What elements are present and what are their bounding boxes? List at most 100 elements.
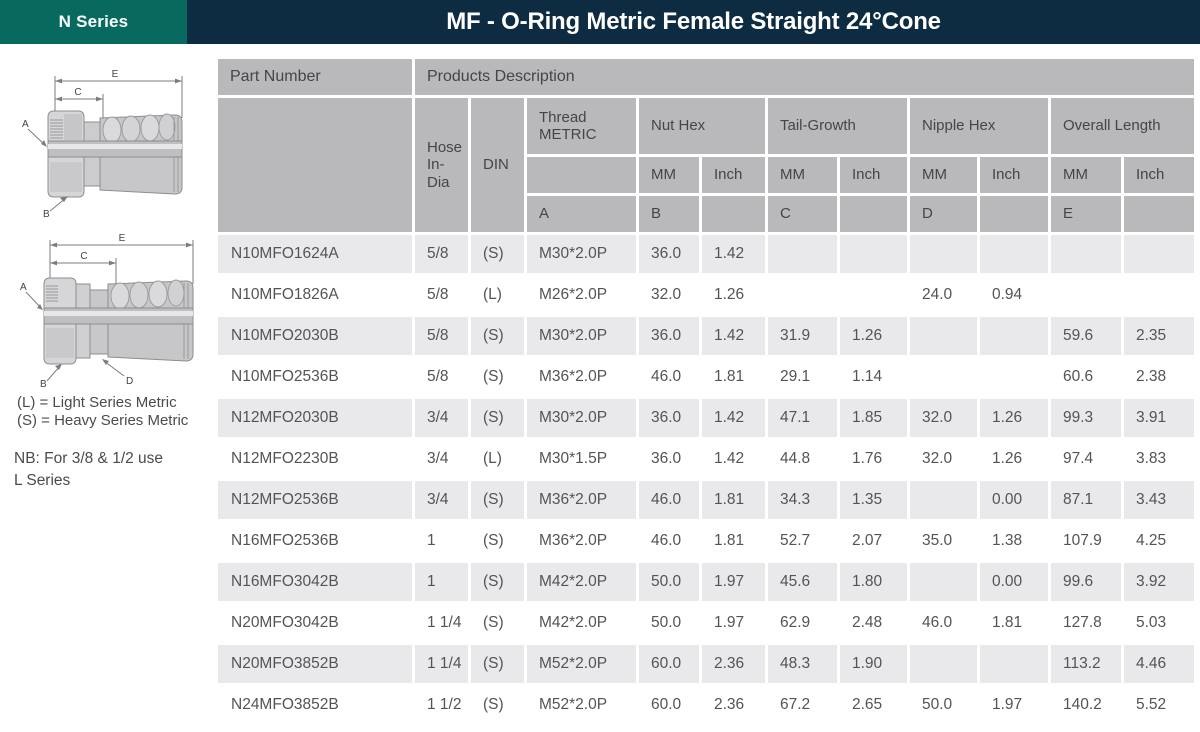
data-cell: M26*2.0P bbox=[527, 276, 636, 314]
data-cell: 99.6 bbox=[1051, 563, 1121, 601]
data-cell: 107.9 bbox=[1051, 522, 1121, 560]
data-cell: 46.0 bbox=[639, 522, 699, 560]
data-cell: 1.90 bbox=[840, 645, 907, 683]
data-cell: 3.83 bbox=[1124, 440, 1195, 478]
data-cell: 1.81 bbox=[702, 522, 765, 560]
title-bar: MF - O-Ring Metric Female Straight 24°Co… bbox=[187, 0, 1200, 44]
data-cell: 24.0 bbox=[910, 276, 977, 314]
data-cell bbox=[840, 276, 907, 314]
data-cell: 1.85 bbox=[840, 399, 907, 437]
data-cell: 1.26 bbox=[702, 276, 765, 314]
data-cell: (S) bbox=[471, 399, 524, 437]
part-number-cell: N10MFO1624A bbox=[218, 235, 412, 273]
data-cell: 36.0 bbox=[639, 399, 699, 437]
table-row: N20MFO3852B 1 1/4 (S) M52*2.0P 60.0 2.36 48.3 1… bbox=[218, 645, 1195, 683]
data-cell: M36*2.0P bbox=[527, 358, 636, 396]
group-header-overall-length: Overall Length bbox=[1051, 98, 1195, 154]
data-cell: (S) bbox=[471, 317, 524, 355]
nb-note-line1: NB: For 3/8 & 1/2 use bbox=[14, 450, 164, 467]
table-row: N10MFO1826A 5/8 (L) M26*2.0P 32.0 1.26 24.0 0.9… bbox=[218, 276, 1195, 314]
data-cell: 2.65 bbox=[840, 686, 907, 724]
data-cell: (S) bbox=[471, 604, 524, 642]
unit-header-mm: MM bbox=[639, 157, 699, 193]
data-cell: 1.76 bbox=[840, 440, 907, 478]
table-row: N12MFO2536B 3/4 (S) M36*2.0P 46.0 1.81 34.3 1.3… bbox=[218, 481, 1195, 519]
data-cell: 1 1/4 bbox=[415, 604, 468, 642]
data-cell: 31.9 bbox=[768, 317, 837, 355]
data-cell: 0.00 bbox=[980, 481, 1048, 519]
data-cell: M42*2.0P bbox=[527, 604, 636, 642]
table-row: N10MFO2536B 5/8 (S) M36*2.0P 46.0 1.81 29.1 1.1… bbox=[218, 358, 1195, 396]
unit-header-mm: MM bbox=[1051, 157, 1121, 193]
data-cell: 36.0 bbox=[639, 440, 699, 478]
data-cell bbox=[910, 563, 977, 601]
unit-header-inch: Inch bbox=[702, 157, 765, 193]
data-cell: 3.92 bbox=[1124, 563, 1195, 601]
data-cell: 127.8 bbox=[1051, 604, 1121, 642]
dim-label-e: E bbox=[119, 233, 126, 244]
data-cell: (S) bbox=[471, 358, 524, 396]
data-cell bbox=[910, 645, 977, 683]
dim-label-e: E bbox=[112, 69, 119, 80]
data-cell: M30*2.0P bbox=[527, 399, 636, 437]
col-header-part-number: Part Number bbox=[218, 59, 412, 95]
part-number-cell: N10MFO1826A bbox=[218, 276, 412, 314]
data-cell: 5/8 bbox=[415, 358, 468, 396]
nb-note: NB: For 3/8 & 1/2 use L Series bbox=[14, 448, 214, 492]
data-cell: 140.2 bbox=[1051, 686, 1121, 724]
data-cell: 32.0 bbox=[910, 440, 977, 478]
data-cell: 1 bbox=[415, 522, 468, 560]
data-cell: 2.48 bbox=[840, 604, 907, 642]
data-cell: 2.36 bbox=[702, 686, 765, 724]
data-cell: 2.07 bbox=[840, 522, 907, 560]
data-cell bbox=[910, 481, 977, 519]
data-cell: 1.81 bbox=[702, 481, 765, 519]
data-cell: M42*2.0P bbox=[527, 563, 636, 601]
data-cell bbox=[910, 235, 977, 273]
data-cell bbox=[980, 317, 1048, 355]
data-cell bbox=[840, 235, 907, 273]
header-spacer-cell bbox=[218, 98, 412, 232]
data-cell: (S) bbox=[471, 235, 524, 273]
table-row: N12MFO2230B 3/4 (L) M30*1.5P 36.0 1.42 44.8 1.7… bbox=[218, 440, 1195, 478]
data-cell: 1.38 bbox=[980, 522, 1048, 560]
data-cell: 47.1 bbox=[768, 399, 837, 437]
dim-label-a: A bbox=[20, 282, 27, 293]
letter-header-d: D bbox=[910, 196, 977, 232]
table-row: N10MFO2030B 5/8 (S) M30*2.0P 36.0 1.42 31.9 1.2… bbox=[218, 317, 1195, 355]
data-cell bbox=[980, 645, 1048, 683]
table-row: N12MFO2030B 3/4 (S) M30*2.0P 36.0 1.42 47.1 1.8… bbox=[218, 399, 1195, 437]
data-cell: 45.6 bbox=[768, 563, 837, 601]
data-cell: 4.25 bbox=[1124, 522, 1195, 560]
data-cell: 50.0 bbox=[639, 604, 699, 642]
sidebar: E C A bbox=[0, 44, 215, 732]
data-cell: 5/8 bbox=[415, 317, 468, 355]
data-cell: 34.3 bbox=[768, 481, 837, 519]
data-cell: 99.3 bbox=[1051, 399, 1121, 437]
header-row-groups: Hose In-Dia DIN Thread METRIC Nut Hex Ta… bbox=[218, 98, 1195, 232]
data-cell bbox=[910, 358, 977, 396]
data-cell: (S) bbox=[471, 563, 524, 601]
data-cell bbox=[1124, 276, 1195, 314]
data-cell: 36.0 bbox=[639, 235, 699, 273]
data-cell: 46.0 bbox=[910, 604, 977, 642]
dim-label-c: C bbox=[80, 251, 87, 262]
data-cell: 1.35 bbox=[840, 481, 907, 519]
fitting-diagram-straight2-icon: E C A bbox=[20, 233, 194, 390]
data-cell: (S) bbox=[471, 522, 524, 560]
data-cell: 97.4 bbox=[1051, 440, 1121, 478]
data-cell: 35.0 bbox=[910, 522, 977, 560]
data-cell: (L) bbox=[471, 276, 524, 314]
col-header-thread-metric: Thread METRIC bbox=[527, 98, 636, 154]
data-cell: 1.97 bbox=[702, 604, 765, 642]
dim-label-a: A bbox=[22, 119, 29, 130]
unit-header-mm: MM bbox=[768, 157, 837, 193]
data-cell: 1.81 bbox=[980, 604, 1048, 642]
data-cell: 1 bbox=[415, 563, 468, 601]
data-cell: M52*2.0P bbox=[527, 686, 636, 724]
data-cell: 1.26 bbox=[980, 440, 1048, 478]
table-row: N10MFO1624A 5/8 (S) M30*2.0P 36.0 1.42 bbox=[218, 235, 1195, 273]
data-cell: M52*2.0P bbox=[527, 645, 636, 683]
data-cell: 0.00 bbox=[980, 563, 1048, 601]
